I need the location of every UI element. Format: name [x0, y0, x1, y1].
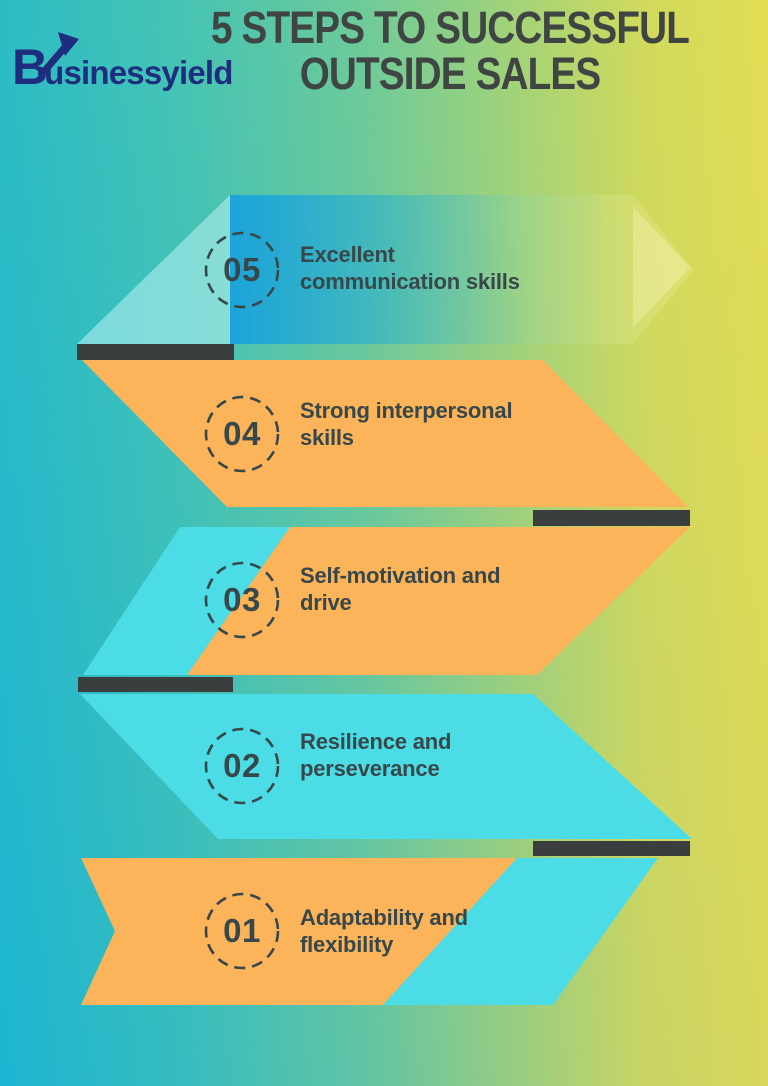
- step-03-label: Self-motivation and drive: [300, 562, 570, 616]
- dashed-circle-icon: [204, 727, 280, 805]
- step-label-line2: skills: [300, 425, 354, 450]
- step-label-line1: Resilience and: [300, 729, 452, 754]
- fold-shadow-bar-1: [77, 344, 234, 360]
- step-label-line1: Self-motivation and: [300, 563, 501, 588]
- dashed-circle-icon: [204, 561, 280, 639]
- step-label-line1: Adaptability and: [300, 905, 468, 930]
- step-number: 01: [223, 912, 261, 949]
- page-title: 5 STEPS TO SUCCESSFUL OUTSIDE SALES: [192, 5, 708, 97]
- brand-logo: B usinessyield: [12, 32, 233, 95]
- step-05-label: Excellent communication skills: [300, 241, 570, 295]
- step-label-line1: Excellent: [300, 242, 395, 267]
- step-label-line2: flexibility: [300, 932, 394, 957]
- logo-letter-b: B: [12, 39, 48, 95]
- fold-shadow-bar-4: [533, 841, 690, 856]
- step-label-line1: Strong interpersonal: [300, 398, 513, 423]
- page-title-line1: 5 STEPS TO SUCCESSFUL: [211, 2, 690, 53]
- fold-shadow-bar-2: [533, 510, 690, 526]
- step-02-number-badge: 02: [202, 726, 282, 806]
- step-04-number-badge: 04: [202, 394, 282, 474]
- step-label-line2: drive: [300, 590, 352, 615]
- step-number: 03: [223, 581, 261, 618]
- dashed-circle-icon: [204, 231, 280, 309]
- step-label-line2: perseverance: [300, 756, 440, 781]
- fold-shadow-bar-3: [78, 677, 233, 692]
- step-02-label: Resilience and perseverance: [300, 728, 570, 782]
- logo-arrow-icon: [37, 32, 79, 78]
- page-title-line2: OUTSIDE SALES: [299, 48, 601, 99]
- step-label-line2: communication skills: [300, 269, 520, 294]
- step-04-label: Strong interpersonal skills: [300, 397, 570, 451]
- step-01-label: Adaptability and flexibility: [300, 904, 570, 958]
- step-number: 04: [223, 415, 261, 452]
- dashed-circle-icon: [204, 395, 280, 473]
- step-number: 02: [223, 747, 261, 784]
- step-01-number-badge: 01: [202, 891, 282, 971]
- step-05-number-badge: 05: [202, 230, 282, 310]
- logo-wordmark: usinessyield: [44, 54, 233, 91]
- step-number: 05: [223, 251, 261, 288]
- step-03-number-badge: 03: [202, 560, 282, 640]
- dashed-circle-icon: [204, 892, 280, 970]
